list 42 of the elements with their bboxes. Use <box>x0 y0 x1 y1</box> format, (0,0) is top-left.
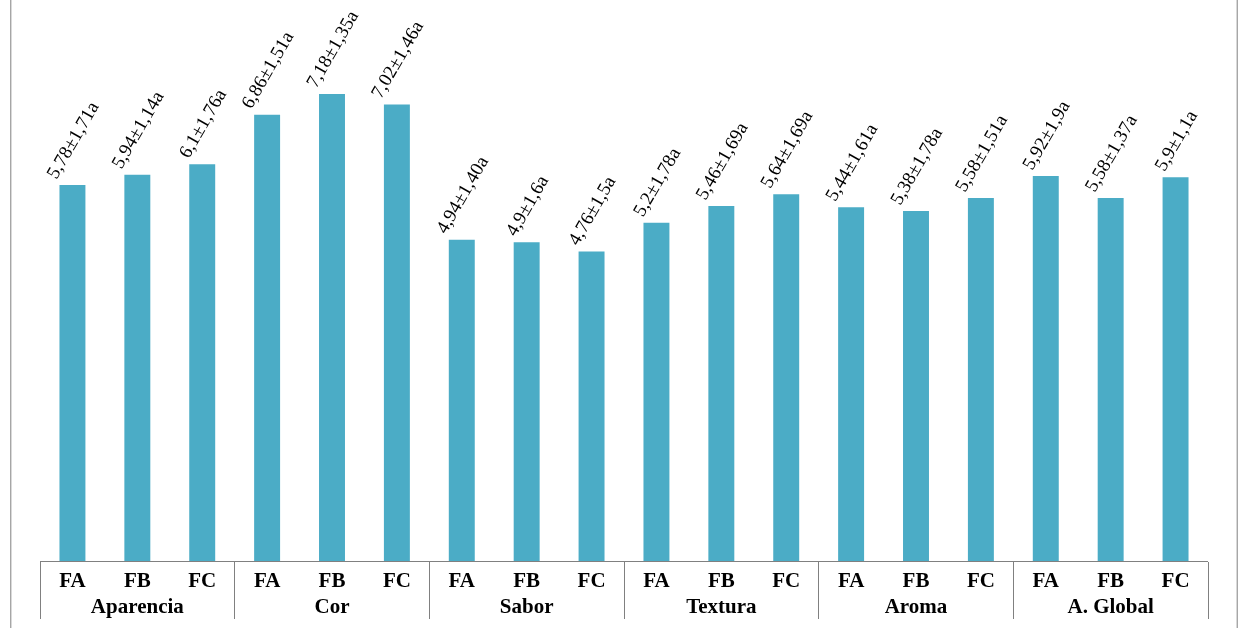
text: Aparencia <box>90 594 185 619</box>
bar <box>189 164 216 561</box>
x-tick-label: FB <box>902 568 930 593</box>
x-tick-label: FA <box>837 568 866 593</box>
x-tick-label: FB <box>123 568 151 593</box>
bar <box>319 94 345 561</box>
x-tick-label: FA <box>1032 568 1060 593</box>
bar <box>383 104 410 561</box>
bar <box>578 251 605 561</box>
x-tick-label: FC <box>382 568 411 593</box>
bar <box>773 194 800 561</box>
bar <box>967 198 994 561</box>
bar <box>1032 175 1059 561</box>
bar <box>124 174 151 561</box>
bar <box>1097 198 1124 561</box>
x-tick-label: FA <box>643 568 671 593</box>
bar <box>1162 177 1189 561</box>
x-tick-label: FC <box>772 568 801 593</box>
x-tick-label: FB <box>318 568 346 593</box>
x-tick-label: FA <box>448 568 476 593</box>
bar <box>448 239 475 561</box>
text: A. Global <box>1067 594 1154 619</box>
text: Aroma <box>884 594 948 619</box>
bar <box>513 242 540 561</box>
x-tick-label: FC <box>188 568 217 593</box>
x-tick-label: FB <box>1097 568 1125 593</box>
text: Cor <box>314 594 350 619</box>
bar <box>59 185 86 561</box>
x-tick-label: FB <box>513 568 541 593</box>
bar <box>903 211 929 561</box>
bar <box>254 114 281 561</box>
text: Textura <box>686 594 758 619</box>
text: Sabor <box>499 594 554 619</box>
bar <box>643 222 670 561</box>
x-tick-label: FA <box>253 568 282 593</box>
bar <box>708 205 735 561</box>
x-tick-label: FB <box>707 568 735 593</box>
x-tick-label: FA <box>59 568 87 593</box>
x-tick-label: FC <box>577 568 606 593</box>
x-tick-label: FC <box>1161 568 1190 593</box>
x-tick-label: FC <box>966 568 995 593</box>
bar <box>838 207 865 561</box>
